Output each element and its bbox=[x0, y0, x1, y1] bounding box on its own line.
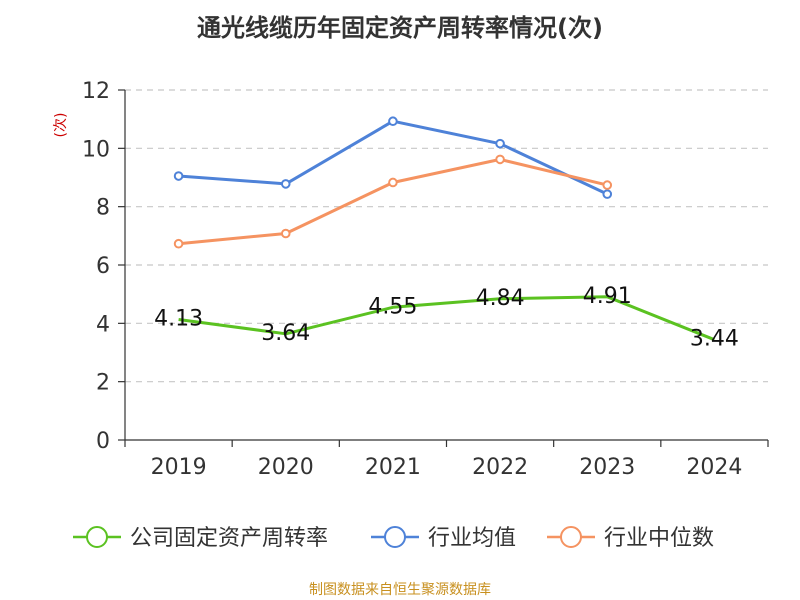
y-tick-label: 8 bbox=[96, 196, 110, 221]
data-point-2 bbox=[388, 177, 398, 188]
x-tick-label: 2021 bbox=[365, 455, 421, 480]
source-footer: 制图数据来自恒生聚源数据库 bbox=[309, 582, 491, 598]
data-point-1 bbox=[173, 171, 184, 181]
data-label: 4.13 bbox=[154, 307, 203, 332]
series-line-0 bbox=[178, 295, 715, 342]
data-point-2 bbox=[602, 180, 613, 190]
legend-label: 行业均值 bbox=[428, 526, 516, 551]
data-point-1 bbox=[388, 116, 398, 127]
chart-title: 通光线缆历年固定资产周转率情况(次) bbox=[197, 14, 603, 42]
series-line-2 bbox=[178, 157, 608, 246]
y-tick-label: 0 bbox=[96, 429, 110, 454]
data-point-2 bbox=[495, 154, 505, 165]
legend-marker bbox=[384, 526, 406, 548]
x-tick-label: 2023 bbox=[579, 455, 635, 480]
legend-marker bbox=[560, 526, 582, 548]
x-tick-label: 2022 bbox=[472, 455, 528, 480]
y-tick-label: 12 bbox=[82, 79, 110, 104]
data-label: 3.64 bbox=[261, 321, 310, 346]
data-label: 4.91 bbox=[583, 284, 632, 309]
x-tick-label: 2020 bbox=[258, 455, 314, 480]
y-tick-label: 6 bbox=[96, 254, 110, 279]
y-tick-label: 4 bbox=[96, 312, 110, 337]
x-tick-label: 2024 bbox=[686, 455, 742, 480]
data-point-2 bbox=[280, 228, 291, 239]
data-point-1 bbox=[602, 189, 613, 199]
legend-label: 行业中位数 bbox=[604, 526, 714, 551]
x-tick-label: 2019 bbox=[151, 455, 207, 480]
y-axis-label: (次) bbox=[53, 113, 69, 138]
y-tick-label: 10 bbox=[82, 137, 110, 162]
data-point-1 bbox=[495, 138, 505, 149]
data-label: 3.44 bbox=[690, 327, 739, 352]
y-tick-label: 2 bbox=[96, 371, 110, 396]
data-label: 4.55 bbox=[368, 294, 417, 319]
data-label: 4.84 bbox=[476, 286, 525, 311]
legend-marker bbox=[86, 526, 108, 548]
data-point-2 bbox=[173, 238, 184, 249]
legend-label: 公司固定资产周转率 bbox=[130, 526, 328, 551]
data-point-1 bbox=[280, 179, 291, 189]
